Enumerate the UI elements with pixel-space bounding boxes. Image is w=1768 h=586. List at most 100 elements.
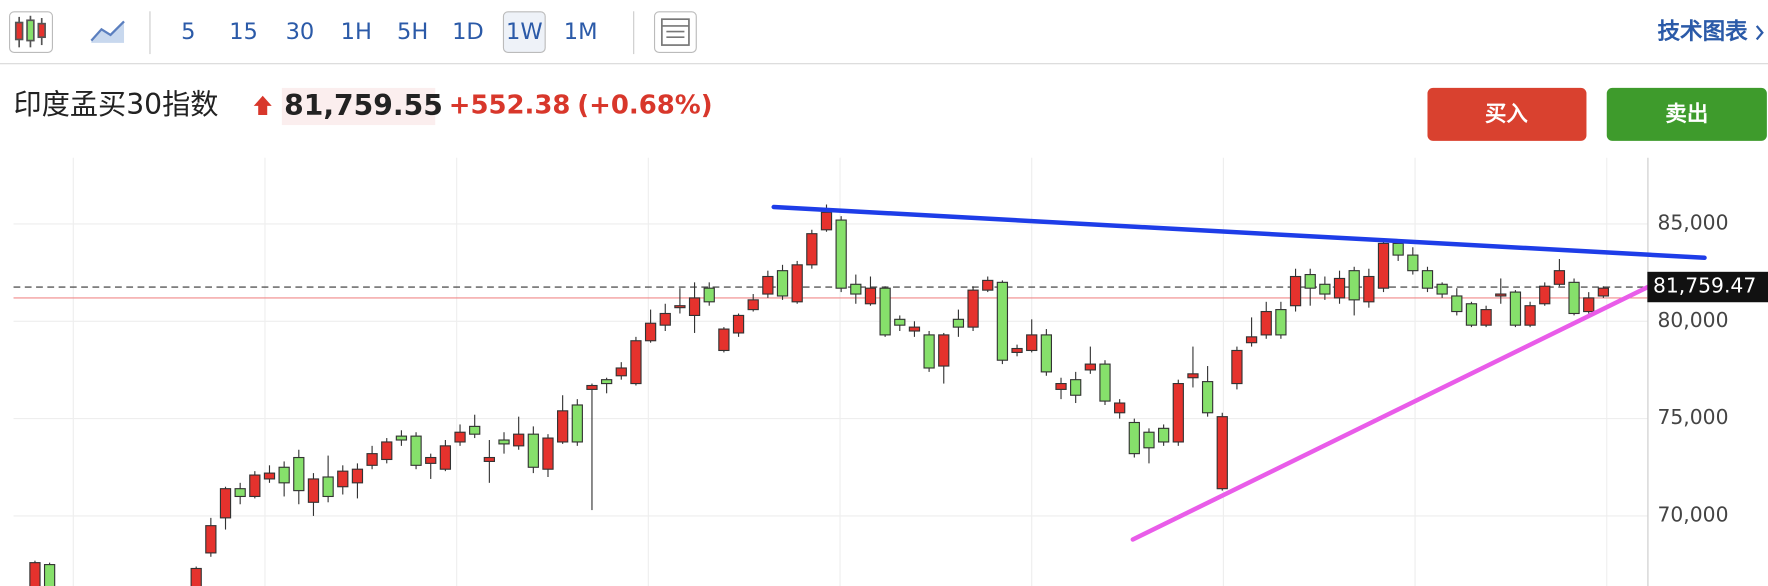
candle-body [747, 299, 759, 311]
candle-body [542, 437, 554, 470]
candle-body [1524, 305, 1536, 326]
candle-body [1070, 379, 1082, 396]
candle-body [1026, 334, 1038, 352]
layout-icon [661, 18, 690, 46]
candle-body [1377, 242, 1390, 289]
candle-body [1421, 270, 1434, 289]
interval-button[interactable]: 1W [506, 19, 543, 45]
price: 81,759.55 [284, 89, 443, 122]
line-chart-button[interactable] [90, 20, 125, 43]
candle-body [923, 334, 935, 369]
interval-button[interactable]: 15 [229, 19, 258, 45]
candle-body [249, 474, 261, 498]
candle-body [1509, 291, 1522, 326]
y-tick-label: 80,000 [1658, 308, 1729, 332]
candle-body [29, 562, 41, 586]
tools-link[interactable]: 技术图表 [1658, 19, 1749, 45]
candle-body [1583, 297, 1595, 313]
candle-body [1568, 281, 1580, 315]
candle-body [1172, 383, 1184, 443]
candle-body [1480, 309, 1492, 326]
candle-body [307, 478, 320, 503]
candle-body [630, 340, 642, 385]
candle-body [850, 283, 862, 295]
candle-body [1260, 310, 1272, 336]
candle-body [190, 567, 202, 586]
candle-body [1099, 363, 1111, 402]
interval-button[interactable]: 5H [397, 19, 428, 45]
y-tick-label: 70,000 [1658, 502, 1729, 526]
candle-body [498, 439, 510, 445]
candle-body [395, 435, 408, 441]
trend-line [1130, 281, 1657, 542]
candle-body [894, 318, 906, 326]
plot [13, 204, 1648, 586]
instrument-name: 印度孟买30指数 [14, 88, 219, 121]
candle-body [762, 275, 774, 295]
interval-button[interactable]: 1H [341, 19, 372, 45]
y-tick-label: 75,000 [1658, 405, 1729, 429]
candle-body [1451, 295, 1463, 313]
candle-body [586, 384, 598, 390]
candle-body [1348, 270, 1360, 301]
price-highlight [281, 87, 436, 126]
candle-body [996, 281, 1009, 361]
candle-body [43, 564, 56, 586]
candle-body [776, 270, 789, 297]
candle-body [952, 318, 965, 328]
candle-body [1553, 270, 1566, 285]
interval-button[interactable]: 1M [564, 19, 598, 45]
candle-body [674, 305, 686, 309]
sell-label: 卖出 [1665, 101, 1708, 127]
candle-body [1289, 275, 1302, 307]
candle-body [1319, 283, 1331, 295]
candle-body [278, 466, 290, 484]
candle-body [1304, 273, 1316, 289]
candle-body [820, 211, 833, 231]
candle-body [410, 435, 422, 466]
candle-body [1128, 421, 1140, 455]
candle-body [293, 456, 305, 492]
y-tick-label: 85,000 [1658, 210, 1729, 234]
candle-body [732, 314, 745, 334]
buy-button[interactable] [1427, 87, 1587, 141]
change-pct: (+0.68%) [577, 90, 712, 120]
last-price-box [1647, 271, 1768, 303]
candle-body [1114, 402, 1126, 414]
candle-body [439, 445, 452, 470]
candle-body [1597, 287, 1610, 297]
candle-body [351, 468, 364, 484]
up-arrow [253, 95, 272, 115]
candle-body [1245, 336, 1258, 344]
candle-body [454, 431, 466, 443]
change: +552.38 [449, 90, 571, 120]
candle-body [644, 322, 657, 342]
candle-body [688, 297, 701, 316]
candle-body [1011, 347, 1023, 353]
candle-body [791, 264, 803, 303]
last-price-label: 81,759.47 [1653, 274, 1756, 298]
candle-body [263, 472, 276, 480]
candle-body [967, 289, 979, 328]
candle-body [513, 433, 525, 447]
candle-body [1216, 416, 1228, 490]
candle-body [1275, 309, 1287, 336]
candle-body [1157, 427, 1170, 443]
chart: 70,000 75,000 80,000 85,000 81,759.47 [13, 157, 1768, 586]
interval-button[interactable]: 5 [181, 19, 195, 45]
candle-body [205, 525, 217, 554]
candle-body [938, 334, 950, 367]
chevron [1755, 25, 1764, 41]
candle-body [469, 425, 481, 435]
interval-button[interactable]: 1D [452, 19, 484, 45]
candle-body [864, 287, 877, 305]
sell-button[interactable] [1606, 87, 1767, 141]
candle-body [982, 279, 994, 291]
candle-body [1333, 277, 1346, 299]
candle-body [908, 326, 921, 332]
buy-label: 买入 [1485, 102, 1528, 127]
candle-body [337, 470, 349, 488]
interval-button[interactable]: 30 [286, 19, 315, 45]
candle-body [615, 367, 627, 377]
candle-body [1392, 242, 1404, 256]
